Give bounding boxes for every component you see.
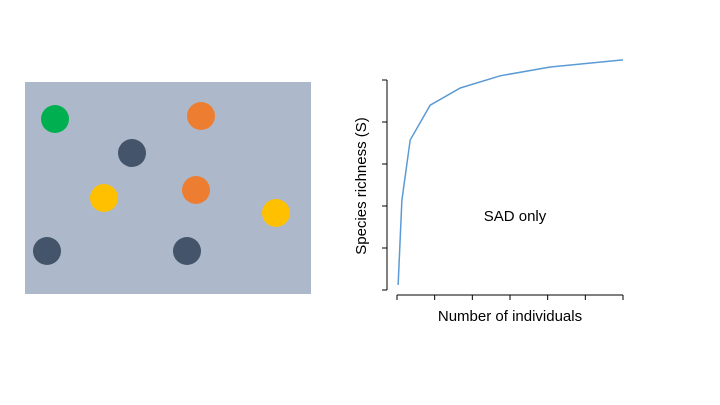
individual [262, 199, 290, 227]
individual [41, 105, 69, 133]
individual [182, 176, 210, 204]
y-axis-label: Species richness (S) [353, 117, 370, 255]
individual [90, 184, 118, 212]
individual [173, 237, 201, 265]
sample-plot [25, 82, 311, 294]
individual [33, 237, 61, 265]
annotation: SAD only [484, 208, 547, 225]
individual [118, 139, 146, 167]
individual [187, 102, 215, 130]
curve [397, 59, 624, 285]
x-axis-label: Number of individuals [438, 308, 582, 325]
